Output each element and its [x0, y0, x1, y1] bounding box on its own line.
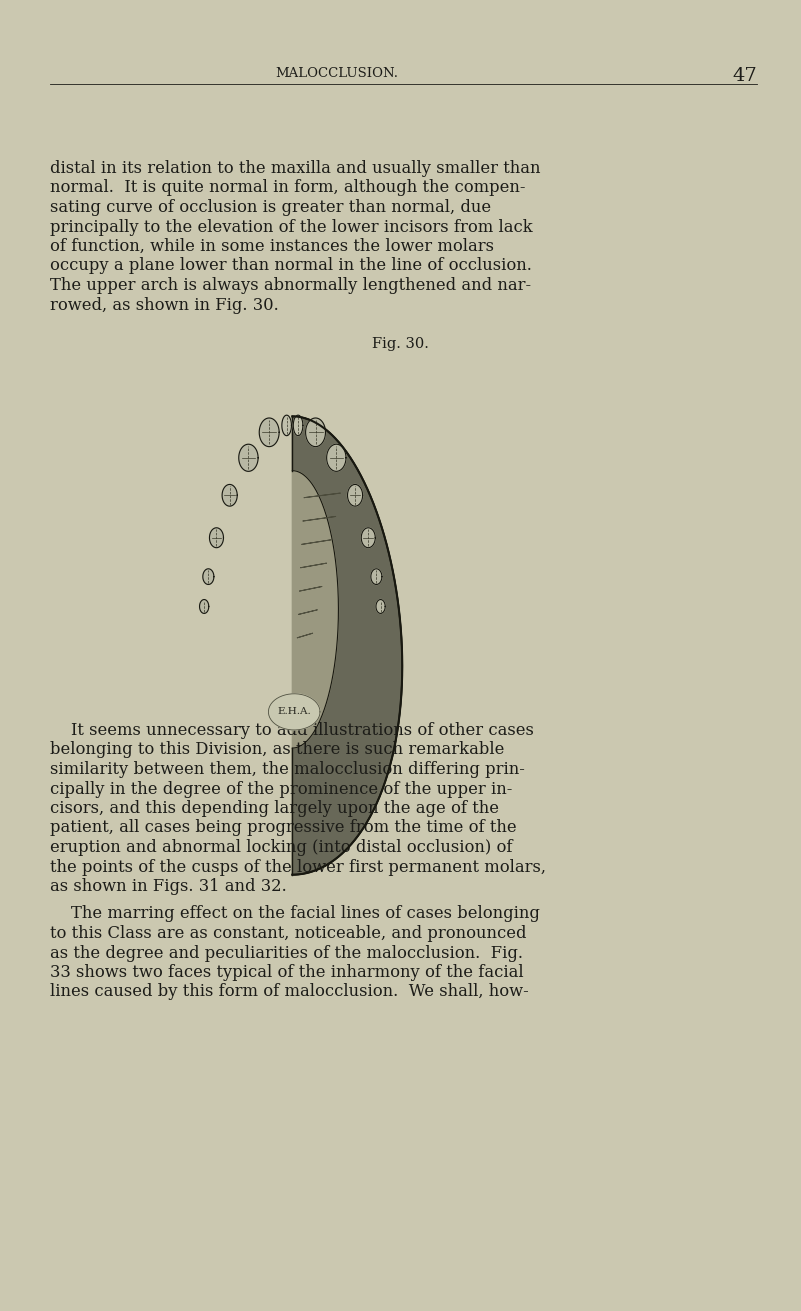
Polygon shape — [222, 485, 237, 506]
Text: lines caused by this form of malocclusion.  We shall, how-: lines caused by this form of malocclusio… — [50, 983, 529, 1000]
Text: occupy a plane lower than normal in the line of occlusion.: occupy a plane lower than normal in the … — [50, 257, 532, 274]
Polygon shape — [260, 418, 279, 447]
Polygon shape — [371, 569, 382, 585]
Polygon shape — [199, 599, 209, 614]
Text: 33 shows two faces typical of the inharmony of the facial: 33 shows two faces typical of the inharm… — [50, 964, 523, 981]
Text: to this Class are as constant, noticeable, and pronounced: to this Class are as constant, noticeabl… — [50, 926, 526, 943]
Text: cisors, and this depending largely upon the age of the: cisors, and this depending largely upon … — [50, 800, 499, 817]
Polygon shape — [293, 416, 303, 435]
Text: Fig. 30.: Fig. 30. — [372, 337, 429, 351]
Text: MALOCCLUSION.: MALOCCLUSION. — [275, 67, 398, 80]
Text: the points of the cusps of the lower first permanent molars,: the points of the cusps of the lower fir… — [50, 859, 545, 876]
Text: patient, all cases being progressive from the time of the: patient, all cases being progressive fro… — [50, 819, 517, 836]
Text: of function, while in some instances the lower molars: of function, while in some instances the… — [50, 239, 493, 256]
Text: sating curve of occlusion is greater than normal, due: sating curve of occlusion is greater tha… — [50, 199, 491, 216]
Polygon shape — [376, 599, 385, 614]
Text: The upper arch is always abnormally lengthened and nar-: The upper arch is always abnormally leng… — [50, 277, 531, 294]
Polygon shape — [306, 418, 325, 447]
Polygon shape — [348, 485, 363, 506]
Polygon shape — [327, 444, 346, 472]
Text: eruption and abnormal locking (into distal occlusion) of: eruption and abnormal locking (into dist… — [50, 839, 512, 856]
Polygon shape — [292, 417, 402, 874]
Text: similarity between them, the malocclusion differing prin-: similarity between them, the malocclusio… — [50, 760, 525, 777]
Text: as the degree and peculiarities of the malocclusion.  Fig.: as the degree and peculiarities of the m… — [50, 944, 523, 961]
Text: as shown in Figs. 31 and 32.: as shown in Figs. 31 and 32. — [50, 878, 287, 895]
Text: 47: 47 — [732, 67, 757, 85]
Text: normal.  It is quite normal in form, although the compen-: normal. It is quite normal in form, alth… — [50, 180, 525, 197]
Text: The marring effect on the facial lines of cases belonging: The marring effect on the facial lines o… — [50, 906, 540, 923]
Text: principally to the elevation of the lower incisors from lack: principally to the elevation of the lowe… — [50, 219, 533, 236]
Text: cipally in the degree of the prominence of the upper in-: cipally in the degree of the prominence … — [50, 780, 512, 797]
Text: E.H.A.: E.H.A. — [277, 708, 311, 716]
Polygon shape — [282, 416, 292, 435]
Polygon shape — [292, 471, 338, 750]
Polygon shape — [210, 528, 223, 548]
Text: distal in its relation to the maxilla and usually smaller than: distal in its relation to the maxilla an… — [50, 160, 540, 177]
Polygon shape — [203, 569, 214, 585]
Polygon shape — [268, 694, 320, 730]
Polygon shape — [239, 444, 258, 472]
Text: belonging to this Division, as there is such remarkable: belonging to this Division, as there is … — [50, 742, 504, 759]
Text: It seems unnecessary to add illustrations of other cases: It seems unnecessary to add illustration… — [50, 722, 533, 739]
Text: rowed, as shown in Fig. 30.: rowed, as shown in Fig. 30. — [50, 296, 279, 313]
Polygon shape — [361, 528, 375, 548]
